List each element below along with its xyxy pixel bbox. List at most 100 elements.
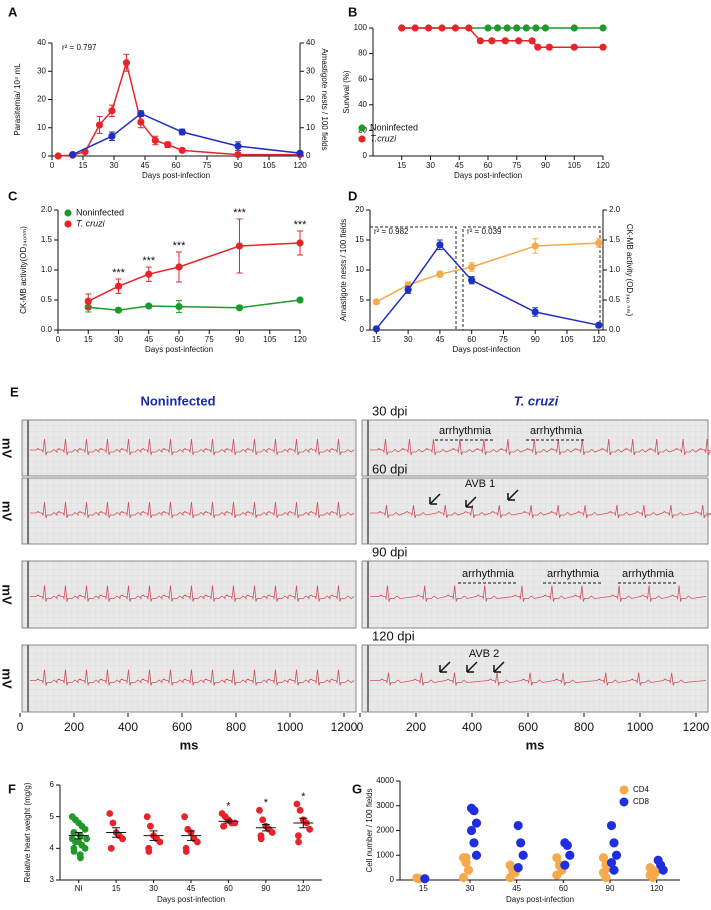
- data-point: [562, 840, 572, 850]
- data-point: [145, 270, 153, 278]
- ecg-trace: [30, 438, 355, 456]
- data-point: [178, 128, 186, 136]
- y-tick-label: 10: [306, 123, 315, 132]
- data-point: [70, 848, 78, 855]
- x-axis-title: Days post-infection: [454, 171, 522, 180]
- data-point: [469, 838, 479, 848]
- data-point: [609, 838, 619, 848]
- x-axis-title: Days post-infection: [452, 345, 520, 354]
- data-point: [532, 24, 540, 32]
- data-point: [534, 43, 542, 51]
- panel-letter: E: [10, 384, 19, 399]
- data-point: [234, 150, 242, 159]
- y-tick-label: 1.5: [609, 235, 621, 244]
- data-point: [522, 24, 530, 32]
- y-tick-label: 15: [355, 235, 364, 244]
- arrow-head: [465, 500, 473, 508]
- legend-label: Noninfected: [370, 122, 418, 132]
- y-tick-label: 100: [354, 23, 368, 32]
- data-point: [513, 24, 521, 32]
- data-point: [599, 43, 607, 51]
- ecg-trace: [370, 672, 707, 686]
- x-tick-label: 75: [205, 335, 214, 344]
- y-tick-label: 1000: [376, 850, 394, 859]
- arrow-shaft: [439, 661, 451, 673]
- x-tick-label: 15: [419, 884, 428, 893]
- y-tick-label: 5: [360, 295, 365, 304]
- annotation: r² = 0.039: [467, 227, 502, 236]
- legend-label: T. cruzi: [76, 218, 106, 228]
- x-tick-label: 120: [650, 884, 664, 893]
- y-tick-label: 60: [358, 74, 367, 83]
- row-label: 120 dpi: [372, 628, 415, 643]
- arrow-shaft: [493, 661, 505, 673]
- x-axis-title: Days post-infection: [145, 345, 213, 354]
- data-point: [83, 835, 91, 843]
- data-point: [560, 860, 570, 870]
- data-point: [513, 863, 523, 873]
- arrow-head: [493, 665, 501, 673]
- data-point: [468, 276, 476, 284]
- x-tick-label: 0: [357, 720, 364, 734]
- data-point: [70, 829, 78, 836]
- legend-marker: [358, 135, 366, 143]
- y-tick-label: 40: [37, 38, 46, 47]
- y2-axis-title: Amastigote nests / 100 fields: [320, 48, 329, 150]
- group-title: T. cruzi: [514, 393, 559, 408]
- legend-marker: [619, 797, 629, 807]
- significance: ***: [294, 219, 308, 231]
- x-tick-label: 15: [372, 335, 381, 344]
- y-tick-label: 1.0: [41, 265, 53, 274]
- x-tick-label: 0: [17, 720, 24, 734]
- ecg-strip: [361, 477, 709, 545]
- note: arrhythmia: [530, 425, 583, 437]
- y-tick-label: 2.0: [41, 205, 53, 214]
- x-tick-label: 105: [560, 335, 574, 344]
- y-axis-title: mV: [0, 501, 15, 522]
- data-point: [114, 306, 123, 314]
- x-tick-label: 90: [531, 335, 540, 344]
- y-axis-title: Relative heart weight (mg/g): [23, 782, 32, 882]
- data-point: [565, 850, 575, 860]
- data-point: [108, 107, 116, 115]
- x-tick-label: 90: [235, 335, 244, 344]
- data-point: [178, 146, 186, 154]
- data-point: [137, 110, 145, 118]
- x-tick-label: 105: [262, 161, 276, 170]
- y-axis-title: mV: [0, 584, 15, 605]
- y-tick-label: 3: [50, 875, 55, 884]
- data-point: [54, 152, 62, 160]
- data-point: [552, 870, 562, 880]
- y-tick-label: 80: [358, 49, 367, 58]
- y-tick-label: 4: [50, 843, 55, 852]
- y-tick-label: 0.5: [609, 295, 621, 304]
- data-point: [501, 37, 509, 45]
- data-point: [424, 24, 433, 32]
- data-point: [114, 282, 123, 290]
- x-tick-label: 400: [118, 720, 138, 734]
- data-point: [306, 825, 314, 833]
- x-tick-label: 60: [172, 161, 181, 170]
- y-axis-title: Parasitemia/ 10⁴ mL: [13, 63, 22, 136]
- y-tick-label: 20: [355, 205, 364, 214]
- data-point: [471, 818, 482, 828]
- x-tick-label: 75: [512, 161, 521, 170]
- data-point: [601, 872, 611, 883]
- x-tick-label: 60: [559, 884, 568, 893]
- x-tick-label: 800: [574, 720, 594, 734]
- data-point: [235, 304, 244, 312]
- legend-label: CD8: [633, 797, 650, 806]
- y-tick-label: 0: [306, 151, 311, 160]
- correlation-box: [462, 226, 601, 331]
- data-point: [595, 321, 603, 329]
- x-tick-label: 30: [114, 335, 123, 344]
- data-point: [164, 141, 172, 149]
- x-tick-label: 90: [541, 161, 550, 170]
- ecg-strip: [21, 477, 357, 545]
- arrow-shaft: [465, 496, 477, 508]
- arrow-head: [429, 497, 437, 505]
- x-axis-title: ms: [526, 737, 545, 752]
- y-tick-label: 4000: [376, 776, 394, 785]
- x-tick-label: 15: [79, 161, 88, 170]
- data-point: [531, 242, 539, 250]
